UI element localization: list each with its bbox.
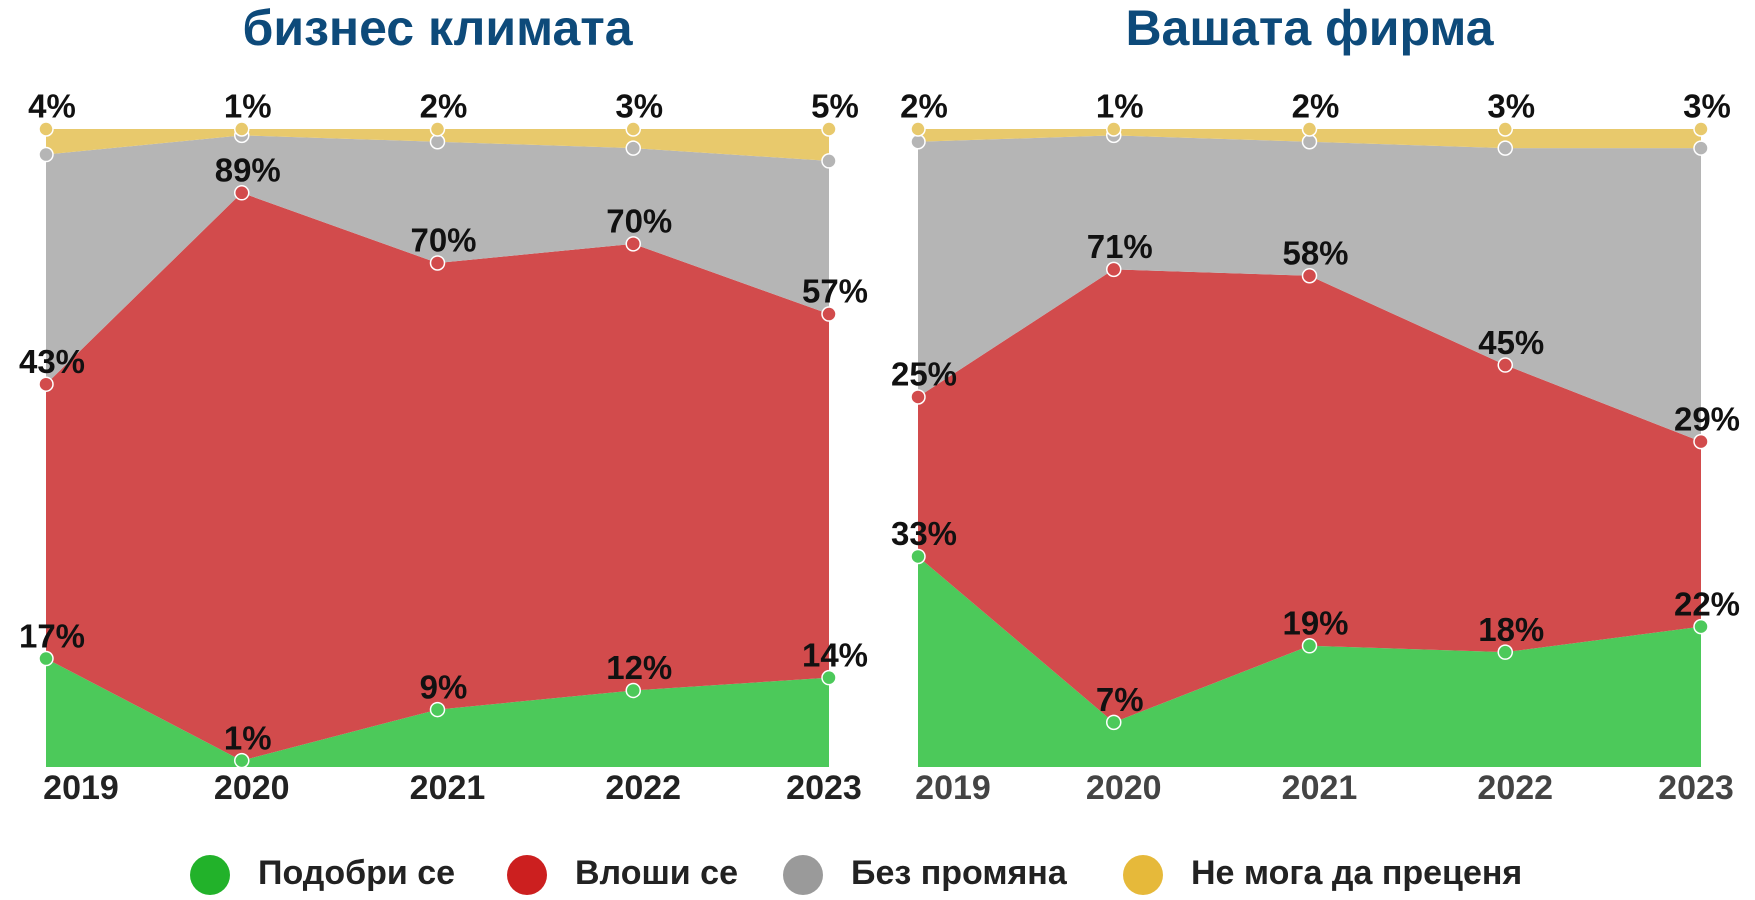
point xyxy=(234,752,250,769)
x-tick-label: 2020 xyxy=(1086,769,1162,807)
legend-marker xyxy=(1123,855,1163,895)
legend-marker xyxy=(190,855,230,895)
area xyxy=(46,129,829,161)
point xyxy=(429,701,446,718)
point xyxy=(1693,121,1709,137)
point xyxy=(625,140,641,156)
chart-title: Вашата фирма xyxy=(1125,0,1494,56)
point xyxy=(625,121,641,137)
data-label: 3% xyxy=(1487,88,1535,125)
data-label: 33% xyxy=(891,515,957,552)
data-label: 18% xyxy=(1478,611,1544,648)
legend-marker xyxy=(507,855,547,895)
data-label: 2% xyxy=(420,88,468,125)
point xyxy=(821,121,837,137)
data-label: 1% xyxy=(224,88,272,125)
area xyxy=(918,556,1701,767)
point xyxy=(1693,618,1709,635)
x-tick-label: 2021 xyxy=(1282,769,1358,807)
data-label: 19% xyxy=(1282,604,1348,641)
point xyxy=(234,185,250,201)
area xyxy=(918,269,1701,723)
x-tick-label: 2019 xyxy=(915,769,991,807)
point xyxy=(1106,714,1122,731)
data-label: 12% xyxy=(606,649,672,686)
data-label: 3% xyxy=(615,88,663,125)
point xyxy=(910,548,926,565)
legend-label: Без промяна xyxy=(851,854,1068,892)
data-label: 4% xyxy=(28,88,76,125)
point xyxy=(1301,638,1318,654)
point xyxy=(38,146,54,163)
data-label: 2% xyxy=(1292,88,1340,125)
data-label: 71% xyxy=(1087,228,1153,265)
point xyxy=(1106,121,1122,137)
x-tick-label: 2023 xyxy=(786,769,862,807)
point xyxy=(910,121,926,137)
point xyxy=(38,376,54,392)
data-label: 1% xyxy=(224,719,272,756)
point xyxy=(1301,121,1318,137)
data-label: 1% xyxy=(1096,88,1144,125)
x-tick-label: 2022 xyxy=(1477,769,1553,807)
data-label: 29% xyxy=(1674,400,1740,437)
point xyxy=(234,121,250,137)
data-label: 70% xyxy=(606,203,672,240)
legend-label: Не мога да преценя xyxy=(1191,854,1522,892)
point xyxy=(38,121,54,137)
data-label: 89% xyxy=(215,152,281,189)
point xyxy=(1106,261,1122,278)
data-label: 17% xyxy=(19,617,85,654)
point xyxy=(1497,644,1513,660)
data-label: 70% xyxy=(410,222,476,259)
data-label: 57% xyxy=(802,273,868,310)
point xyxy=(1497,140,1513,156)
point xyxy=(1301,134,1318,150)
legend-marker xyxy=(783,855,823,895)
area xyxy=(46,192,829,761)
point xyxy=(821,153,837,169)
data-label: 45% xyxy=(1478,324,1544,361)
data-label: 22% xyxy=(1674,585,1740,622)
point xyxy=(1497,121,1513,137)
point xyxy=(625,682,641,699)
legend-label: Влоши се xyxy=(575,854,738,892)
chart-title: бизнес климата xyxy=(242,0,633,56)
data-label: 14% xyxy=(802,636,868,673)
point xyxy=(910,389,926,405)
point xyxy=(429,121,446,137)
point xyxy=(38,650,54,667)
data-label: 58% xyxy=(1282,234,1348,271)
point xyxy=(821,669,837,686)
x-tick-label: 2020 xyxy=(214,769,290,807)
point xyxy=(625,236,641,252)
legend-label: Подобри се xyxy=(258,854,455,892)
point xyxy=(1301,267,1318,284)
point xyxy=(429,255,446,271)
data-label: 43% xyxy=(19,343,85,380)
x-tick-label: 2022 xyxy=(605,769,681,807)
data-label: 3% xyxy=(1683,88,1731,125)
point xyxy=(910,134,926,150)
x-tick-label: 2019 xyxy=(43,769,119,807)
x-tick-label: 2023 xyxy=(1658,769,1734,807)
point xyxy=(1693,140,1709,156)
data-label: 2% xyxy=(900,88,948,125)
data-label: 9% xyxy=(420,668,468,705)
point xyxy=(1693,433,1709,450)
data-label: 7% xyxy=(1096,681,1144,718)
x-tick-label: 2021 xyxy=(410,769,486,807)
data-label: 5% xyxy=(811,88,859,125)
data-label: 25% xyxy=(891,356,957,393)
point xyxy=(429,134,446,150)
point xyxy=(821,306,837,322)
point xyxy=(1497,357,1513,373)
